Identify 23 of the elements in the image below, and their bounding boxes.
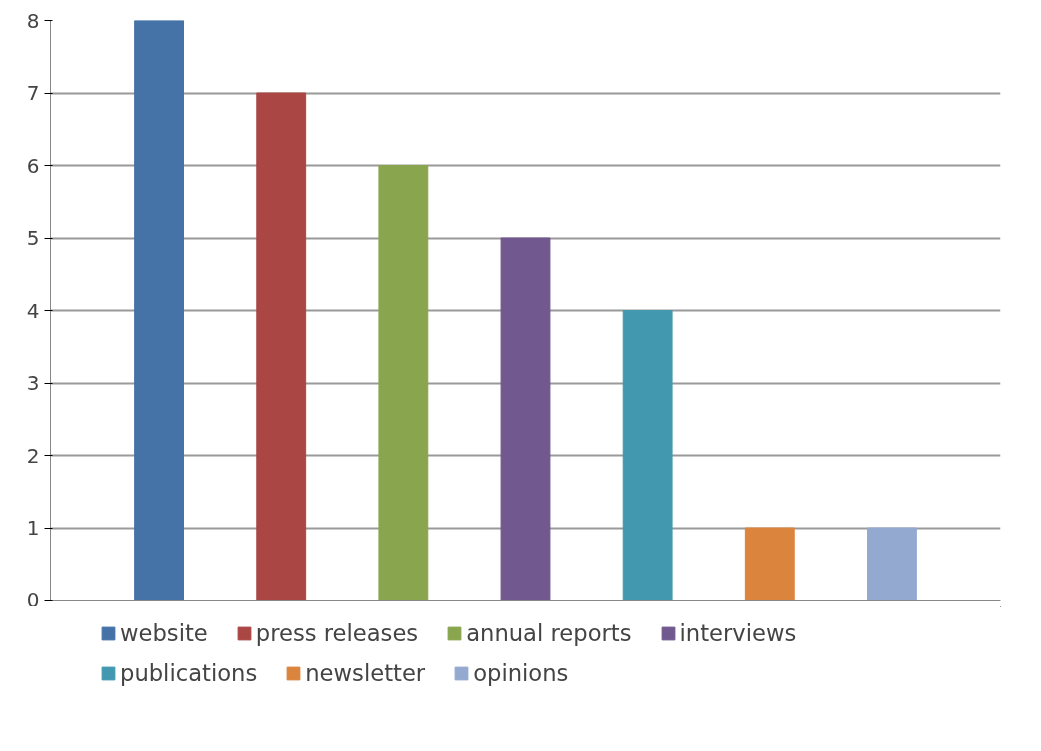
bar — [622, 310, 673, 601]
bar — [500, 237, 551, 601]
legend-label: press releases — [255, 620, 419, 646]
legend-label: annual reports — [466, 620, 632, 646]
bar — [867, 527, 917, 601]
y-tick-label: 4 — [26, 298, 40, 323]
legend-label: newsletter — [305, 660, 426, 686]
y-tick-label: 1 — [26, 516, 40, 540]
legend-label: opinions — [473, 660, 569, 686]
legend-label: website — [120, 620, 208, 646]
bar — [256, 92, 307, 601]
legend-label: interviews — [679, 620, 797, 646]
y-tick-label: 5 — [26, 226, 40, 250]
y-tick-label: 2 — [26, 443, 40, 468]
bar — [378, 165, 429, 601]
y-tick-label: 8 — [26, 8, 40, 33]
bar — [744, 527, 795, 601]
y-tick-label: 7 — [26, 81, 40, 105]
y-tick-label: 3 — [26, 371, 40, 395]
y-tick-label: 6 — [26, 153, 40, 178]
bar — [134, 20, 184, 601]
legend-label: publications — [120, 660, 258, 686]
y-tick-label: 0 — [26, 587, 40, 612]
